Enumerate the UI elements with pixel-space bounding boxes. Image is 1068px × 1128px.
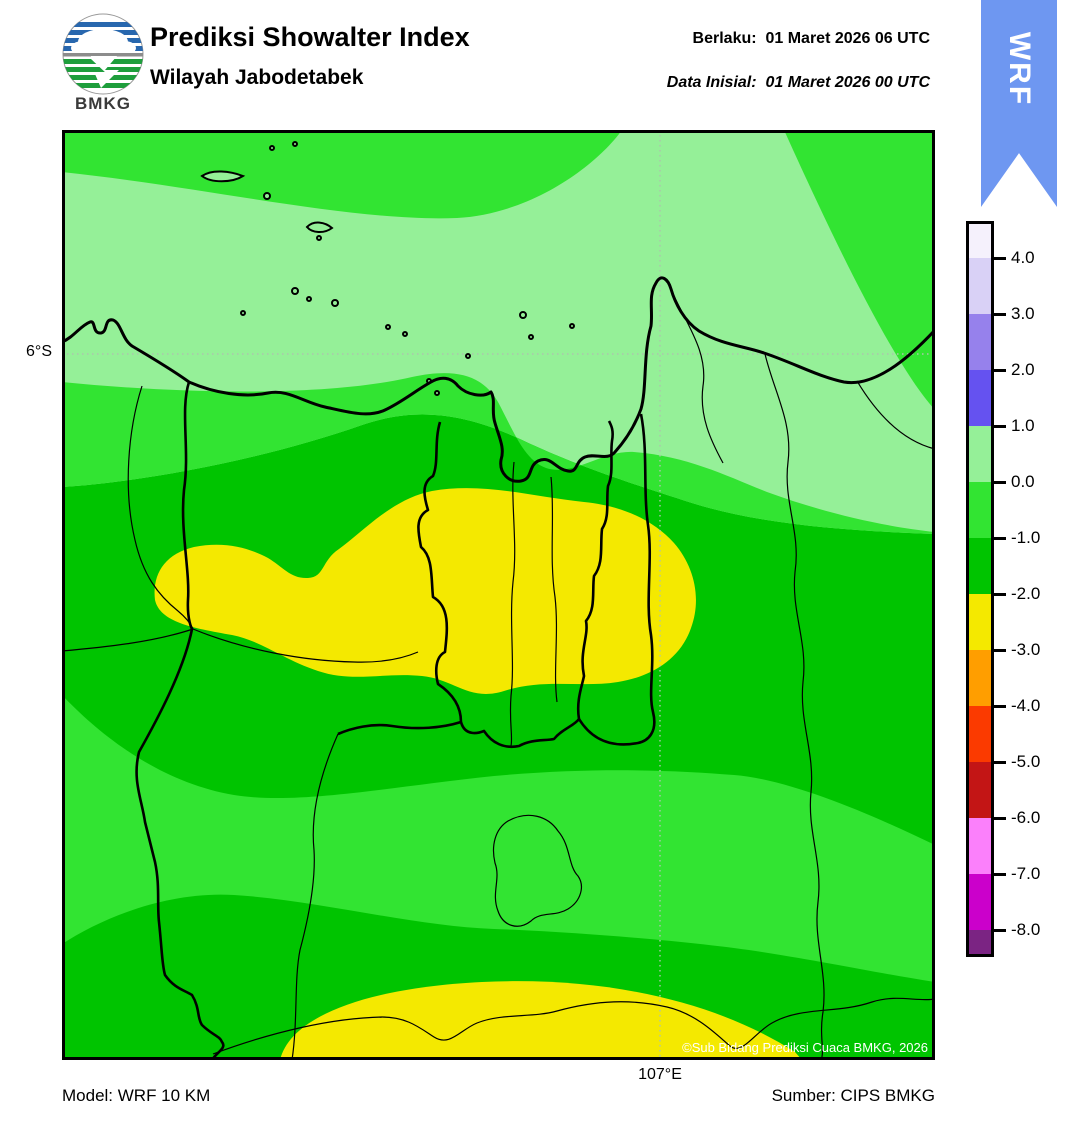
contour-fill-top-right [784,130,935,410]
colorbar-tick [994,648,1006,652]
colorbar-tick-label: 0.0 [1011,472,1035,491]
graticule [62,130,935,1060]
page-subtitle: Wilayah Jabodetabek [150,66,364,89]
colorbar-tick [994,480,1006,484]
colorbar-tick [994,760,1006,764]
colorbar-tick-label: -2.0 [1011,584,1041,603]
islands-group [200,141,575,396]
map-copyright: ©Sub Bidang Prediksi Cuaca BMKG, 2026 [682,1040,928,1055]
colorbar-tick [994,536,1006,540]
colorbar-tick [994,256,1006,260]
colorbar-tick-label: -4.0 [1011,696,1041,715]
colorbar-cell [969,224,991,258]
colorbar-cell [969,818,991,874]
map-canvas: ©Sub Bidang Prediksi Cuaca BMKG, 2026 [60,130,937,1061]
colorbar-tick-label: -8.0 [1011,920,1041,939]
colorbar-tick [994,312,1006,316]
bmkg-logo: BMKG [58,12,148,114]
colorbar-tick-label: -3.0 [1011,640,1041,659]
coastline [60,276,937,483]
latitude-label: 6°S [26,343,52,360]
colorbar-tick [994,424,1006,428]
map-border [62,130,935,1060]
init-time-value: 01 Maret 2026 00 UTC [765,74,930,91]
colorbar-tick [994,816,1006,820]
colorbar-tick-label: 3.0 [1011,304,1035,323]
colorbar-cell [969,762,991,818]
contour-fill-top-left [62,130,622,219]
longitude-label: 107°E [638,1066,682,1083]
colorbar-cell [969,650,991,706]
page-title: Prediksi Showalter Index [150,22,470,52]
colorbar-tick [994,928,1006,932]
model-label: Model: WRF 10 KM [62,1086,211,1105]
valid-time-value: 01 Maret 2026 06 UTC [765,30,930,47]
colorbar-cell [969,594,991,650]
forecast-map: ©Sub Bidang Prediksi Cuaca BMKG, 2026 [60,130,937,1061]
contour-fill-yellow-main [154,488,696,694]
boundary-east-thick [577,413,656,746]
colorbar [966,221,994,957]
boundary-jakarta [417,420,614,749]
colorbar-tick [994,592,1006,596]
colorbar-cell [969,370,991,426]
colorbar-cell [969,482,991,538]
bmkg-logo-text: BMKG [75,94,131,113]
colorbar-cell [969,874,991,930]
colorbar-cell [969,426,991,482]
colorbar-tick-label: -7.0 [1011,864,1041,883]
colorbar-cell [969,706,991,762]
contour-fill-lower-band [62,695,935,982]
init-time: Data Inisial: 01 Maret 2026 00 UTC [430,74,930,92]
colorbar-tick-label: 2.0 [1011,360,1035,379]
contour-fill-yellow-bottom [280,981,802,1060]
contour-fill-bright-band [62,373,935,534]
wrf-ribbon: WRF [981,0,1057,207]
colorbar-cell [969,538,991,594]
wrf-ribbon-text: WRF [1003,31,1036,107]
valid-time-label: Berlaku: [692,30,757,47]
boundary-south-thick [337,720,462,736]
colorbar-tick-label: 1.0 [1011,416,1035,435]
colorbar-tick [994,368,1006,372]
province-boundaries [135,381,656,1061]
bmkg-logo-icon [61,12,145,96]
colorbar-cell [969,930,991,954]
colorbar-cell [969,314,991,370]
colorbar-tick-label: -1.0 [1011,528,1041,547]
init-time-label: Data Inisial: [666,74,757,91]
colorbar-tick-label: -5.0 [1011,752,1041,771]
valid-time: Berlaku: 01 Maret 2026 06 UTC [430,30,930,48]
boundary-west-province [135,381,225,1061]
colorbar-tick [994,704,1006,708]
regency-boundaries [61,295,936,1061]
colorbar-tick-label: -6.0 [1011,808,1041,827]
colorbar-tick-label: 4.0 [1011,248,1035,267]
colorbar-cell [969,258,991,314]
source-label: Sumber: CIPS BMKG [771,1086,935,1105]
colorbar-tick [994,872,1006,876]
